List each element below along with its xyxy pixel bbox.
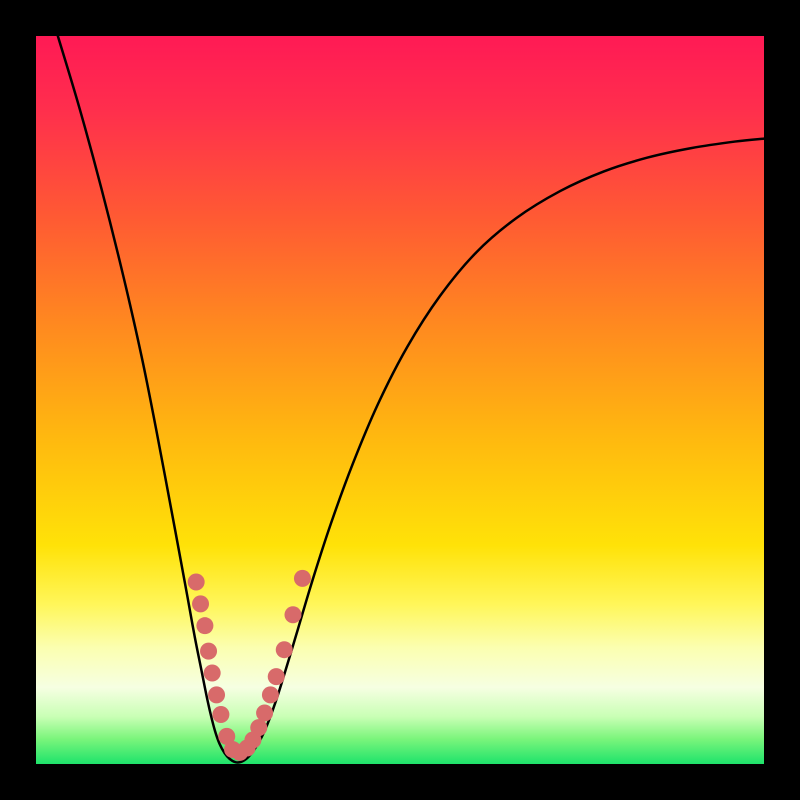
valley-dot	[188, 574, 205, 591]
valley-dot	[256, 705, 273, 722]
valley-dot	[250, 719, 267, 736]
valley-dot	[200, 643, 217, 660]
valley-dot	[284, 606, 301, 623]
plot-background	[36, 36, 764, 764]
figure-root: TheBottleneck.com	[0, 0, 800, 800]
valley-dot	[276, 641, 293, 658]
valley-dot	[196, 617, 213, 634]
valley-dot	[268, 668, 285, 685]
valley-dot	[212, 706, 229, 723]
valley-dot	[262, 686, 279, 703]
valley-dot	[208, 686, 225, 703]
chart-svg	[0, 0, 800, 800]
valley-dot	[192, 595, 209, 612]
valley-dot	[204, 665, 221, 682]
valley-dot	[294, 570, 311, 587]
